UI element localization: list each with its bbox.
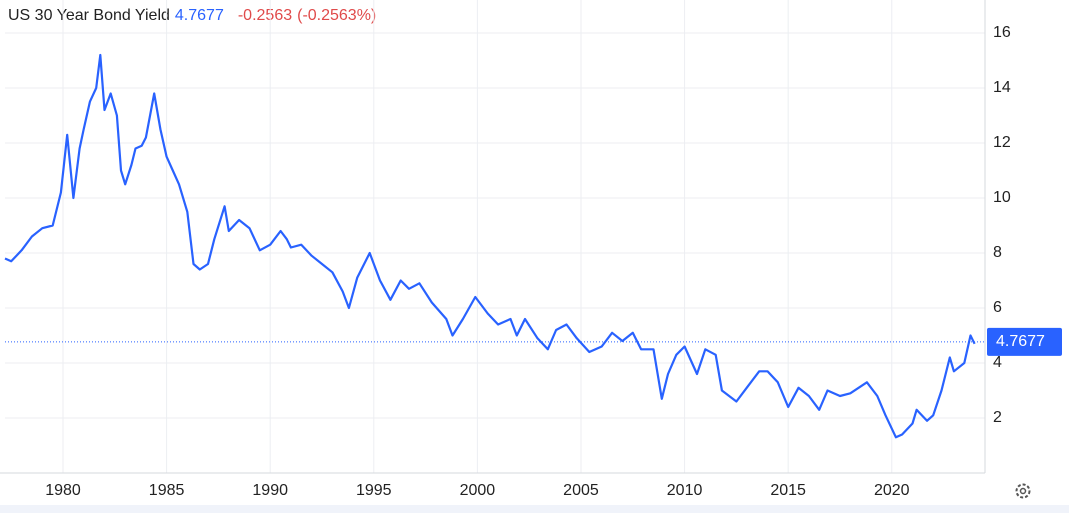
y-tick-label: 14: [993, 79, 1011, 96]
y-tick-label: 8: [993, 244, 1002, 261]
x-tick-label: 1980: [45, 482, 81, 499]
change-percent: (-0.2563%): [297, 7, 376, 24]
x-tick-label: 1995: [356, 482, 392, 499]
x-tick-label: 1990: [252, 482, 288, 499]
x-tick-label: 2010: [667, 482, 703, 499]
y-tick-label: 2: [993, 409, 1002, 426]
y-tick-label: 4: [993, 354, 1002, 371]
change: -0.2563: [238, 7, 292, 24]
last-value: 4.7677: [175, 7, 224, 24]
x-tick-label: 2000: [460, 482, 496, 499]
settings-icon[interactable]: [1015, 483, 1031, 499]
line-series: [4, 53, 976, 439]
last-value-label: 4.7677: [996, 333, 1045, 350]
y-tick-label: 16: [993, 24, 1011, 41]
x-tick-label: 2015: [770, 482, 806, 499]
x-tick-label: 2020: [874, 482, 910, 499]
last-value-box: [987, 327, 1062, 356]
chart-title: US 30 Year Bond Yield 4.7677 -0.2563 (-0.25…: [8, 7, 376, 24]
title-text: US 30 Year Bond Yield: [8, 7, 170, 24]
footer-strip: [0, 505, 1069, 513]
y-tick-label: 10: [993, 189, 1011, 206]
x-tick-label: 2005: [563, 482, 599, 499]
y-tick-label: 6: [993, 299, 1002, 316]
y-tick-label: 12: [993, 134, 1011, 151]
x-tick-label: 1985: [149, 482, 185, 499]
